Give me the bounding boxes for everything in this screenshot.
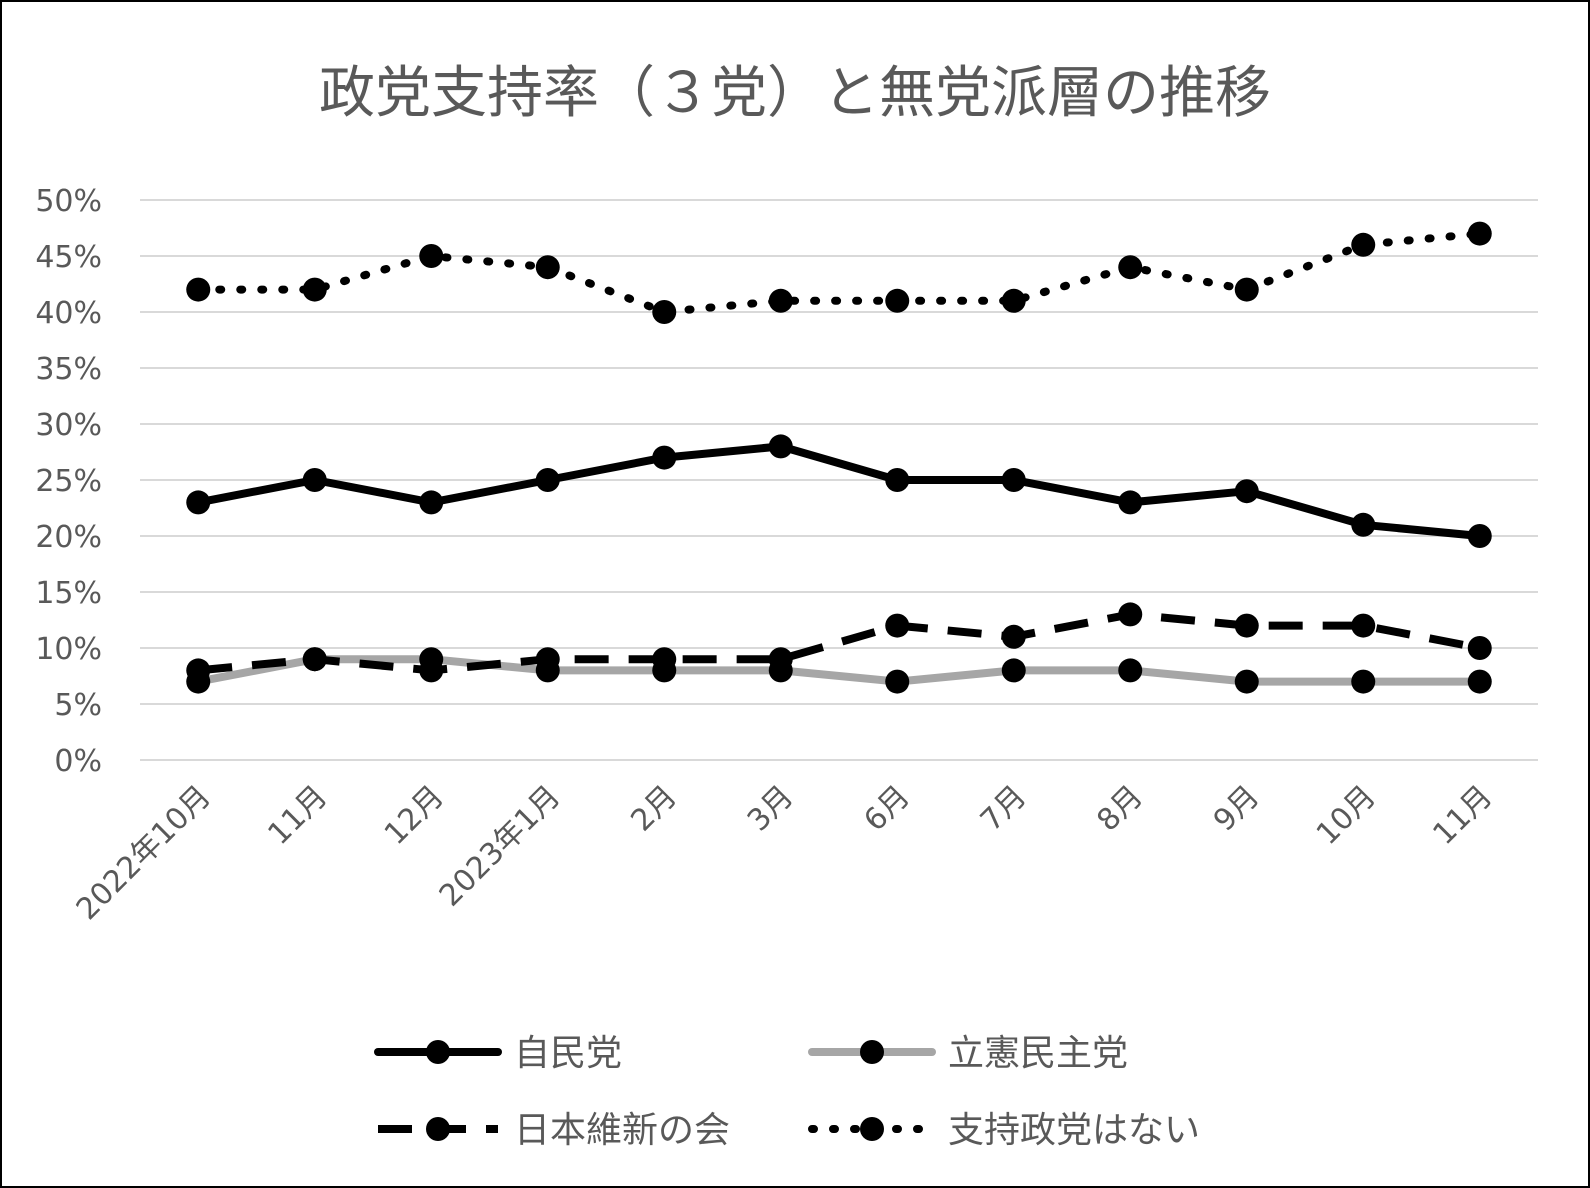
x-tick-label: 12月 bbox=[378, 779, 451, 852]
data-point bbox=[535, 647, 560, 672]
series-2 bbox=[186, 647, 1492, 694]
data-point bbox=[1467, 669, 1492, 694]
y-tick-label: 30% bbox=[35, 408, 102, 443]
data-point bbox=[652, 647, 677, 672]
x-tick-label: 11月 bbox=[1426, 779, 1499, 852]
data-point bbox=[1351, 669, 1376, 694]
data-point bbox=[885, 468, 910, 492]
data-point bbox=[1467, 221, 1492, 246]
series-1 bbox=[186, 434, 1492, 548]
legend-item: 日本維新の会 bbox=[378, 1110, 730, 1151]
data-point bbox=[885, 288, 910, 313]
y-tick-label: 50% bbox=[35, 184, 102, 219]
x-tick-label: 7月 bbox=[974, 779, 1033, 838]
x-tick-label: 8月 bbox=[1090, 779, 1149, 838]
x-tick-label: 9月 bbox=[1207, 779, 1266, 838]
data-point bbox=[419, 490, 444, 515]
data-point bbox=[1118, 490, 1143, 515]
legend-swatch-marker bbox=[426, 1040, 450, 1064]
legend-swatch-marker bbox=[426, 1117, 450, 1141]
legend-swatch-marker bbox=[860, 1117, 884, 1141]
data-point bbox=[1001, 624, 1026, 649]
data-point bbox=[419, 658, 444, 683]
data-point bbox=[652, 300, 677, 324]
data-point bbox=[652, 445, 677, 470]
data-point bbox=[1234, 277, 1259, 302]
legend-item: 支持政党はない bbox=[808, 1110, 1200, 1151]
data-point bbox=[768, 647, 793, 672]
legend-item: 自民党 bbox=[374, 1033, 622, 1074]
x-tick-label: 11月 bbox=[261, 779, 334, 852]
x-tick-label: 10月 bbox=[1310, 779, 1383, 852]
data-point bbox=[1118, 658, 1143, 683]
data-point bbox=[535, 468, 560, 492]
data-point bbox=[1351, 613, 1376, 638]
series-3 bbox=[186, 602, 1492, 683]
x-tick-label: 3月 bbox=[741, 779, 800, 838]
data-point bbox=[1467, 524, 1492, 548]
data-point bbox=[885, 669, 910, 694]
data-point bbox=[186, 658, 211, 683]
series-line bbox=[194, 229, 1484, 316]
data-point bbox=[302, 277, 327, 302]
legend-label: 支持政党はない bbox=[948, 1110, 1200, 1151]
legend-label: 立憲民主党 bbox=[948, 1033, 1128, 1074]
y-tick-label: 25% bbox=[35, 464, 102, 499]
data-point bbox=[1351, 512, 1376, 537]
data-point bbox=[1234, 479, 1259, 504]
series-layer bbox=[186, 221, 1492, 694]
series-4 bbox=[186, 221, 1492, 324]
data-point bbox=[1351, 232, 1376, 257]
data-point bbox=[1118, 255, 1143, 280]
data-point bbox=[885, 613, 910, 638]
data-point bbox=[1234, 613, 1259, 638]
y-tick-label: 5% bbox=[54, 688, 102, 723]
data-point bbox=[302, 647, 327, 672]
gridlines bbox=[140, 199, 1538, 761]
x-tick-label: 6月 bbox=[857, 779, 916, 838]
legend-swatch-marker bbox=[860, 1040, 884, 1064]
data-point bbox=[1001, 288, 1026, 313]
series-line bbox=[194, 442, 1484, 540]
data-point bbox=[1118, 602, 1143, 627]
data-point bbox=[419, 244, 444, 268]
legend-label: 日本維新の会 bbox=[514, 1110, 730, 1151]
data-point bbox=[1234, 669, 1259, 694]
chart-title: 政党支持率（３党）と無党派層の推移 bbox=[319, 61, 1271, 126]
y-tick-label: 40% bbox=[35, 296, 102, 331]
y-tick-label: 45% bbox=[35, 240, 102, 275]
y-tick-label: 20% bbox=[35, 520, 102, 555]
data-point bbox=[535, 255, 560, 280]
series-line bbox=[194, 655, 1484, 686]
legend-label: 自民党 bbox=[514, 1033, 622, 1074]
y-tick-label: 35% bbox=[35, 352, 102, 387]
data-point bbox=[302, 468, 327, 492]
y-tick-label: 15% bbox=[35, 576, 102, 611]
data-point bbox=[186, 490, 211, 515]
data-point bbox=[768, 288, 793, 313]
x-tick-label: 2023年1月 bbox=[433, 779, 568, 914]
data-point bbox=[1467, 636, 1492, 660]
x-tick-label: 2月 bbox=[624, 779, 683, 838]
x-tick-label: 2022年10月 bbox=[70, 779, 218, 927]
data-point bbox=[1001, 658, 1026, 683]
data-point bbox=[1001, 468, 1026, 492]
data-point bbox=[768, 434, 793, 459]
y-axis-ticks: 0% 5% 10% 15% 20% 25% 30% 35% 40% 45% 50% bbox=[35, 184, 102, 779]
legend-item: 立憲民主党 bbox=[808, 1033, 1128, 1074]
data-point bbox=[186, 277, 211, 302]
y-tick-label: 10% bbox=[35, 632, 102, 667]
y-tick-label: 0% bbox=[54, 744, 102, 779]
